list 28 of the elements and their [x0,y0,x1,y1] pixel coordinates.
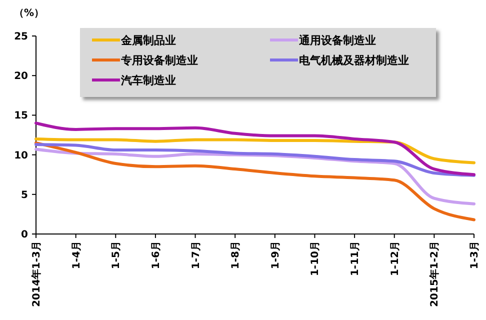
x-tick-label: 1-4月 [71,241,82,270]
x-tick-label: 1-12月 [390,241,401,276]
y-axis-title: （%） [14,8,44,19]
legend-label: 金属制品业 [120,34,176,47]
x-tick-label: 2014年1-3月 [30,241,42,307]
y-tick-label: 10 [14,150,28,162]
x-tick-label: 1-9月 [270,241,282,270]
x-tick-label: 1-5月 [111,241,122,270]
y-tick-label: 20 [14,71,28,82]
line-series [34,141,476,222]
x-tick-label: 1-7月 [190,241,202,270]
y-tick-label: 0 [21,230,28,240]
x-tick-label: 1-3月 [470,241,480,270]
legend-label: 通用设备制造业 [298,34,376,47]
line-series [34,122,476,176]
line-series [34,137,476,164]
y-tick-label: 15 [14,110,28,122]
x-tick-label: 2015年1-2月 [428,241,441,307]
legend-label: 专用设备制造业 [120,54,198,67]
line-series [34,143,476,177]
legend-label: 汽车制造业 [120,74,176,87]
x-tick-label: 1-10月 [310,241,322,276]
x-tick-label: 1-6月 [150,241,162,270]
y-tick-label: 5 [21,190,28,201]
x-tick-label: 1-11月 [350,241,362,276]
y-tick-label: 25 [14,32,28,42]
legend-label: 电气机械及器材制造业 [299,54,409,67]
x-tick-label: 1-8月 [230,241,242,270]
